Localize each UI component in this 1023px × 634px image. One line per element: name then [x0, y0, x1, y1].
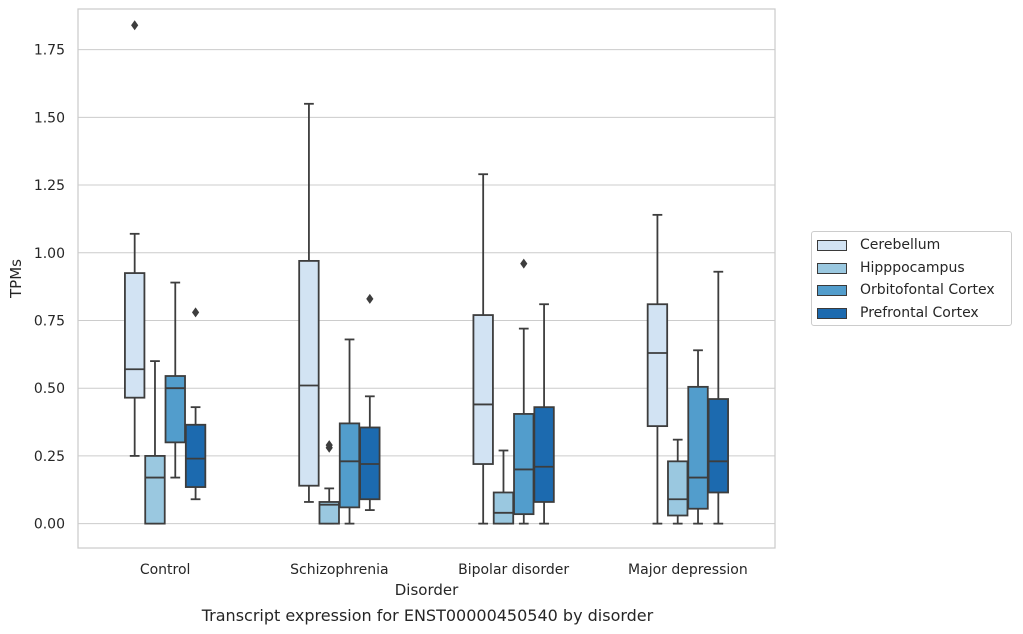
- box: [298, 259, 320, 487]
- legend-label-prefrontal: Prefrontal Cortex: [860, 305, 979, 321]
- x-tick-label: Control: [140, 562, 191, 578]
- box: [667, 460, 689, 517]
- legend-item-hippocampus: Hipppocampus: [817, 258, 965, 278]
- outlier-point: [366, 293, 374, 304]
- outlier-point: [520, 258, 528, 269]
- chart-title: Transcript expression for ENST0000045054…: [201, 606, 654, 625]
- y-tick-label: 1.25: [34, 178, 65, 194]
- outlier-point: [325, 440, 333, 451]
- legend-item-prefrontal: Prefrontal Cortex: [817, 303, 979, 323]
- legend-label-hippocampus: Hipppocampus: [860, 260, 965, 276]
- y-axis-label: TPMs: [7, 259, 25, 299]
- box: [144, 455, 166, 525]
- box: [184, 423, 207, 488]
- legend: Cerebellum Hipppocampus Orbitofontal Cor…: [811, 231, 1012, 326]
- x-axis-label: Disorder: [395, 581, 459, 599]
- box: [318, 501, 340, 525]
- box: [646, 303, 669, 428]
- legend-swatch-hippocampus: [817, 262, 847, 274]
- box: [492, 491, 515, 525]
- y-tick-label: 1.50: [34, 110, 65, 126]
- box: [472, 314, 494, 465]
- x-tick-label: Schizophrenia: [290, 562, 388, 578]
- x-tick-label: Bipolar disorder: [458, 562, 569, 578]
- box: [164, 375, 186, 444]
- box: [687, 385, 709, 510]
- box: [533, 406, 555, 503]
- box: [124, 272, 146, 399]
- y-tick-label: 0.00: [34, 517, 65, 533]
- y-tick-label: 1.00: [34, 246, 65, 262]
- y-tick-label: 1.75: [34, 43, 65, 59]
- plot-frame: [77, 8, 776, 549]
- x-tick-label: Major depression: [628, 562, 748, 578]
- legend-item-orbitofrontal: Orbitofontal Cortex: [817, 280, 995, 300]
- legend-swatch-orbitofrontal: [817, 284, 847, 296]
- outlier-point: [131, 20, 139, 31]
- y-tick-label: 0.50: [34, 381, 65, 397]
- y-tick-label: 0.25: [34, 449, 65, 465]
- legend-swatch-prefrontal: [817, 307, 847, 319]
- legend-swatch-cerebellum: [817, 239, 847, 251]
- box: [707, 398, 729, 494]
- legend-label-orbitofrontal: Orbitofontal Cortex: [860, 282, 995, 298]
- legend-label-cerebellum: Cerebellum: [860, 237, 941, 253]
- legend-item-cerebellum: Cerebellum: [817, 235, 940, 255]
- outlier-point: [191, 307, 200, 318]
- box: [338, 422, 361, 509]
- y-tick-label: 0.75: [34, 313, 65, 329]
- box: [513, 413, 535, 516]
